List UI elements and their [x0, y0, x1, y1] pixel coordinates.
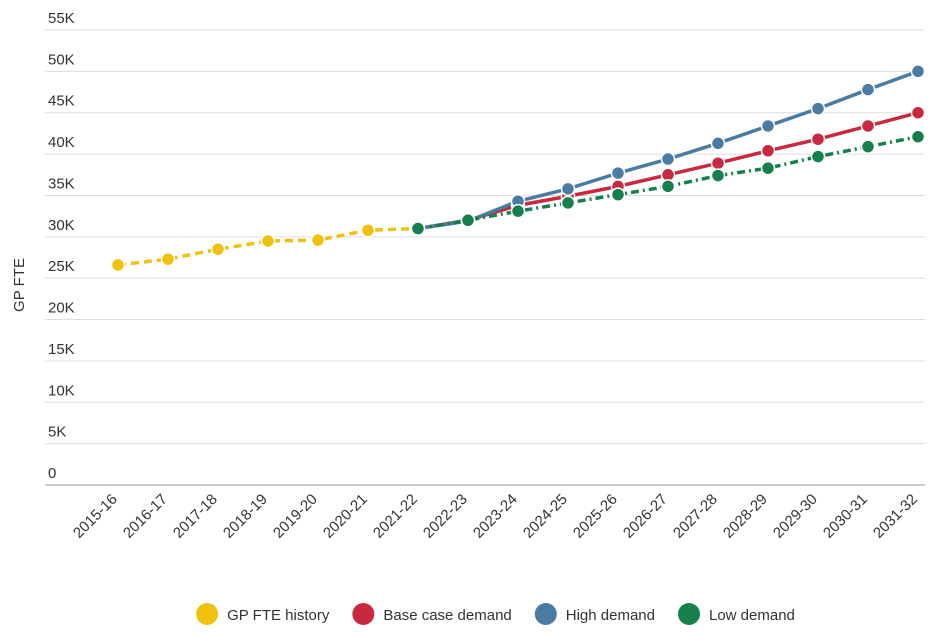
data-point	[710, 155, 726, 171]
data-point	[810, 149, 826, 164]
x-tick-label: 2025-26	[570, 491, 621, 542]
legend-label: GP FTE history	[227, 607, 330, 624]
legend-swatch	[534, 603, 557, 625]
legend-swatch	[678, 603, 700, 625]
data-point	[260, 233, 276, 249]
data-point	[710, 168, 726, 183]
data-point	[860, 118, 876, 134]
y-axis-title: GP FTE	[11, 258, 28, 312]
y-tick-label: 15K	[48, 341, 75, 358]
x-tick-label: 2028-29	[720, 491, 771, 542]
x-tick-label: 2018-19	[220, 491, 271, 542]
legend-swatch	[352, 603, 375, 625]
y-tick-label: 45K	[48, 93, 75, 110]
data-point	[910, 105, 926, 120]
data-point	[660, 179, 676, 194]
legend-label: Low demand	[709, 607, 795, 624]
data-point	[910, 129, 926, 144]
x-tick-label: 2026-27	[620, 491, 671, 542]
data-point	[560, 195, 576, 211]
x-tick-label: 2022-23	[420, 491, 471, 542]
data-point	[610, 187, 626, 202]
data-point	[360, 222, 376, 238]
data-point	[460, 213, 476, 228]
x-tick-label: 2016-17	[120, 491, 171, 542]
x-tick-label: 2015-16	[70, 491, 121, 542]
x-tick-label: 2027-28	[670, 491, 721, 542]
y-tick-label: 10K	[48, 382, 75, 399]
y-tick-label: 50K	[48, 51, 75, 68]
y-tick-label: 0	[48, 465, 56, 482]
x-tick-label: 2024-25	[520, 491, 571, 542]
x-tick-label: 2031-32	[870, 491, 921, 542]
x-tick-label: 2019-20	[270, 491, 321, 542]
data-point	[660, 151, 676, 167]
y-tick-label: 30K	[48, 217, 75, 234]
data-point	[310, 232, 326, 248]
data-point	[110, 257, 126, 273]
data-point	[160, 251, 176, 267]
data-point	[210, 241, 226, 257]
y-tick-label: 40K	[48, 134, 75, 151]
x-tick-label: 2021-22	[370, 491, 421, 542]
data-point	[760, 118, 776, 134]
y-tick-label: 5K	[48, 424, 66, 441]
data-point	[610, 165, 626, 181]
legend-label: Base case demand	[383, 607, 511, 624]
y-tick-label: 35K	[48, 175, 75, 192]
legend-swatch	[196, 603, 219, 625]
data-point	[810, 101, 826, 116]
y-tick-label: 25K	[48, 258, 75, 275]
data-point	[860, 139, 876, 154]
data-point	[560, 181, 576, 197]
x-tick-label: 2029-30	[770, 491, 821, 542]
data-point	[510, 203, 526, 219]
data-point	[860, 82, 876, 97]
data-point	[760, 143, 776, 159]
data-point	[710, 136, 726, 151]
y-tick-label: 20K	[48, 300, 75, 317]
data-point	[910, 64, 926, 79]
data-point	[760, 160, 776, 176]
x-tick-label: 2030-31	[820, 491, 871, 542]
legend: GP FTE history Base case demand High deman…	[196, 603, 795, 625]
data-point	[410, 221, 426, 236]
data-point	[810, 131, 826, 147]
x-tick-label: 2023-24	[470, 491, 521, 542]
x-tick-label: 2020-21	[320, 491, 371, 542]
y-tick-label: 55K	[48, 10, 75, 27]
x-tick-label: 2017-18	[170, 491, 221, 542]
legend-label: High demand	[566, 607, 655, 624]
